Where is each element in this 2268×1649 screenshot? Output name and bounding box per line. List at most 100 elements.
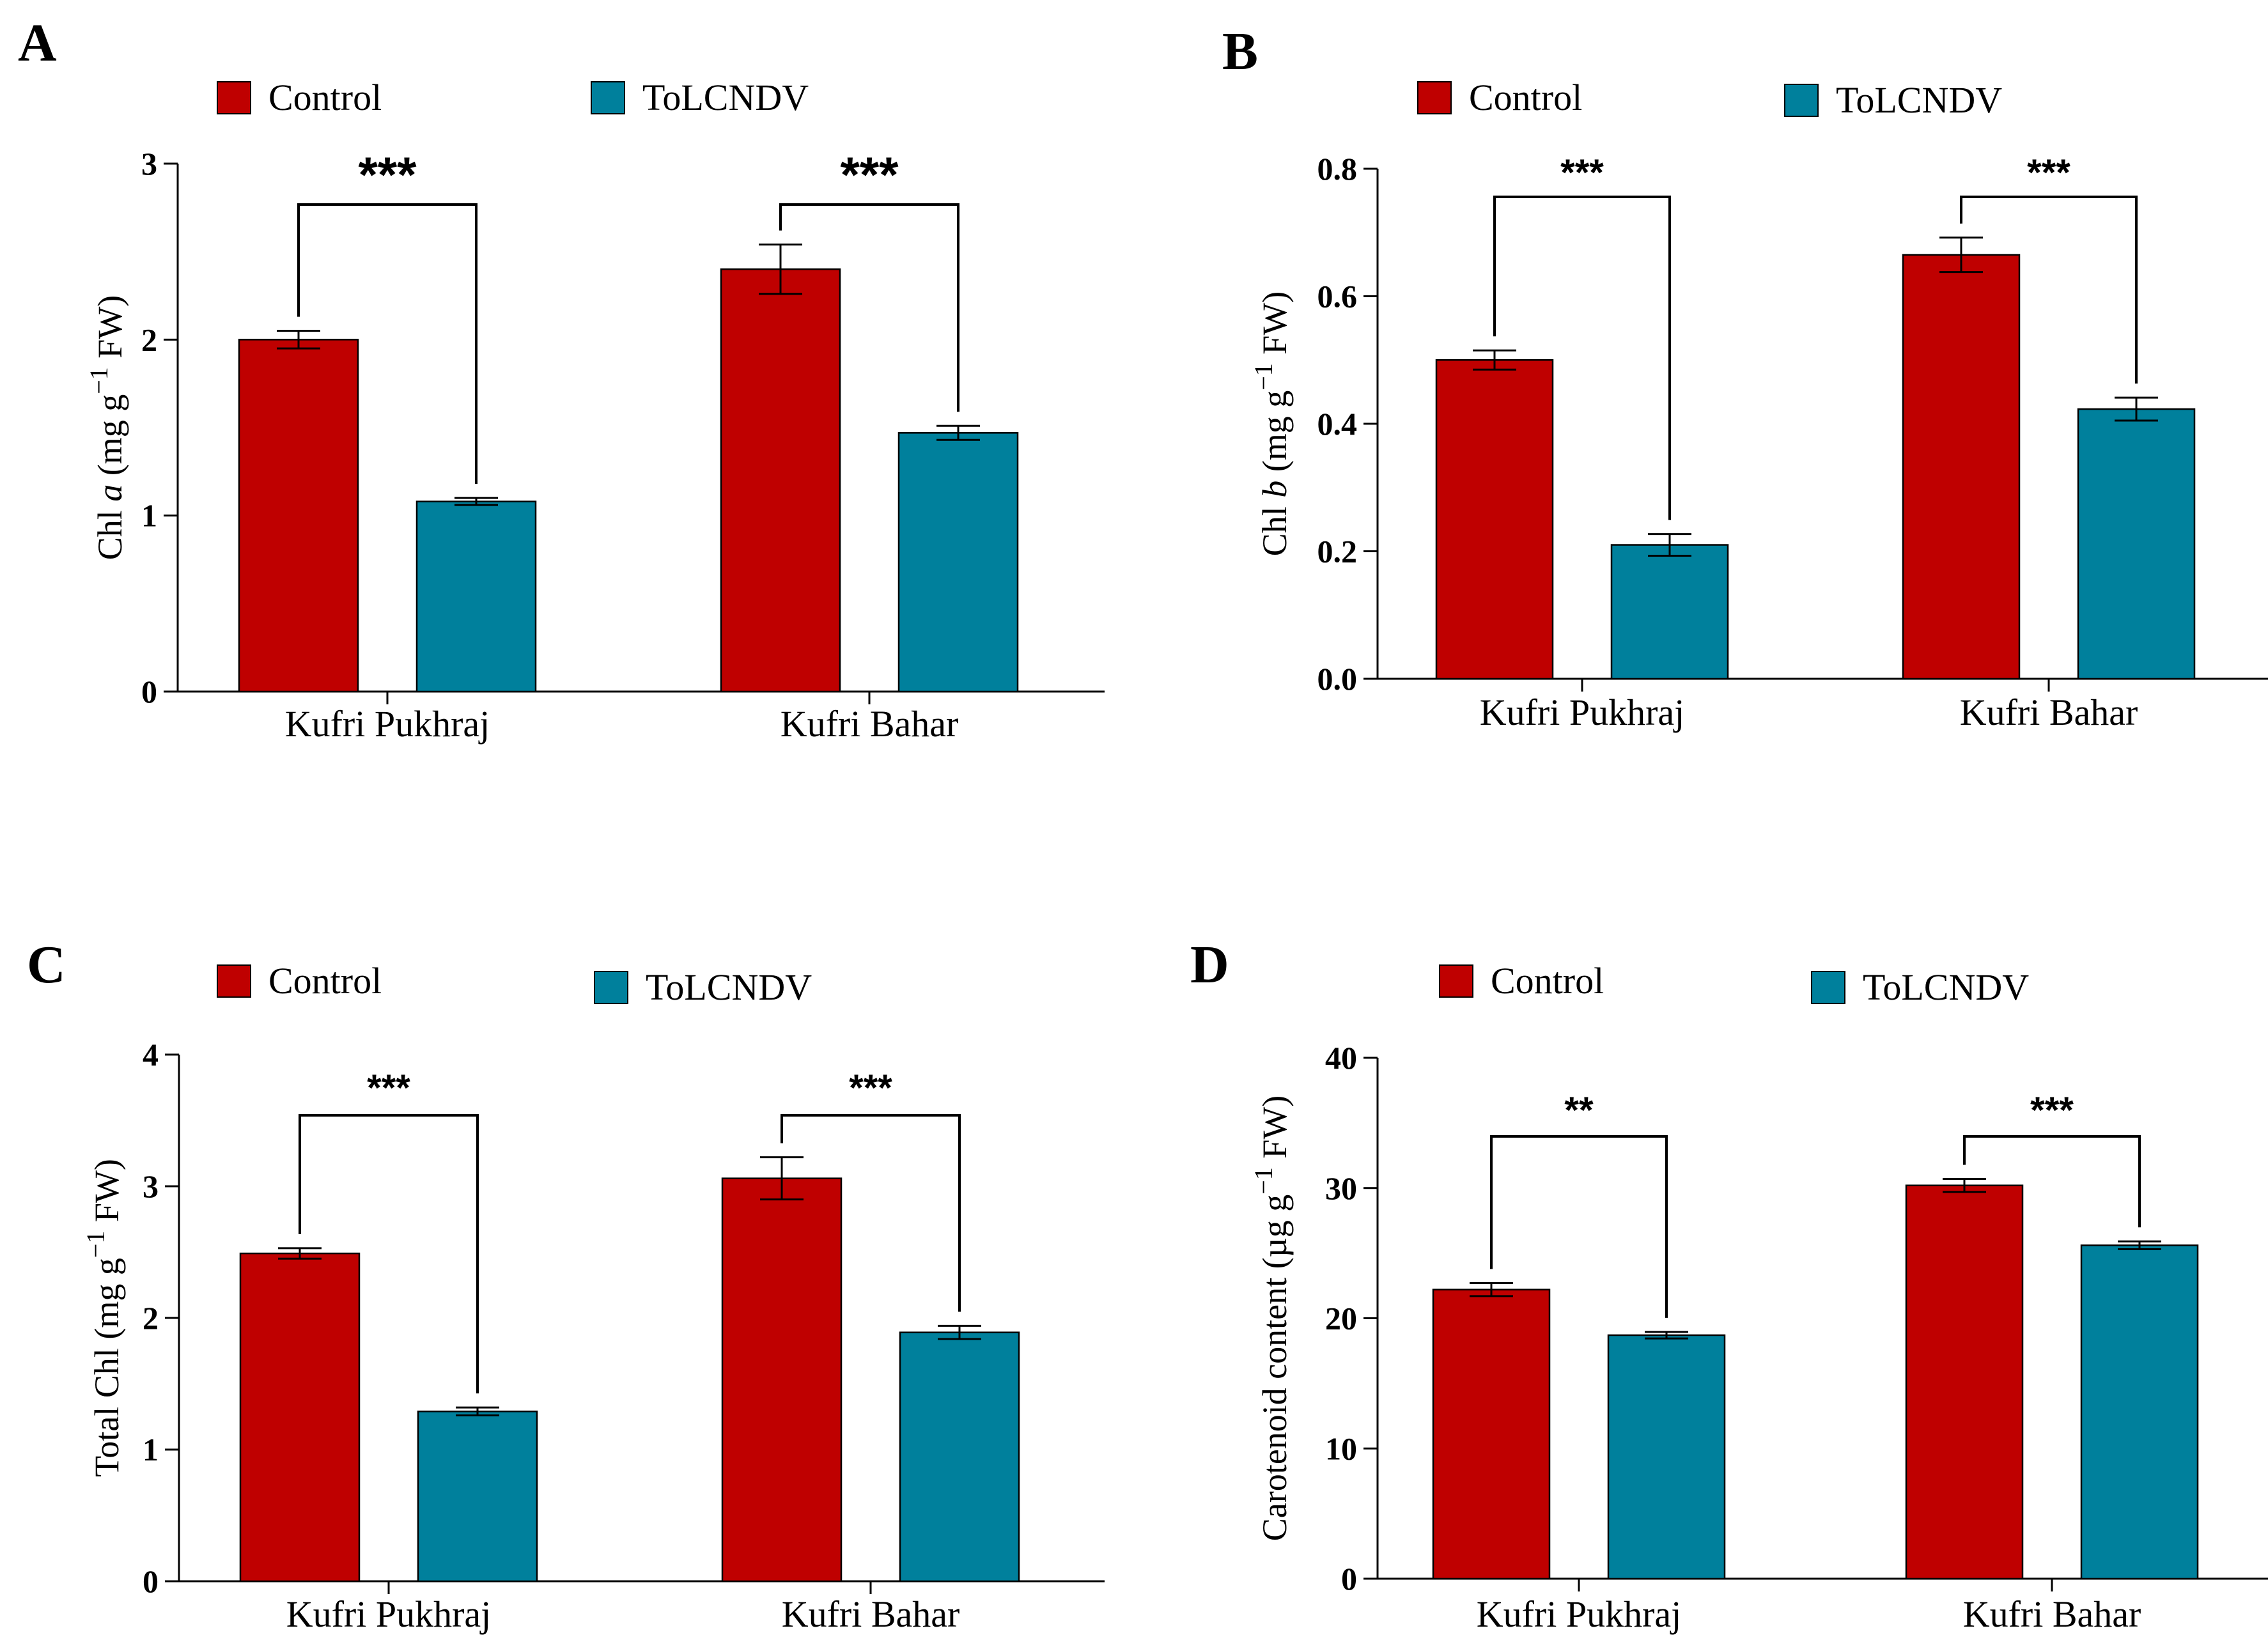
bar-control-kufri-pukhraj — [238, 339, 359, 693]
significance-label: *** — [840, 146, 899, 203]
chart-panel-d: D Control ToLCNDV 0 10 20 30 40 Kufri Pukhraj Kuf… — [1190, 935, 2268, 1635]
error-bar — [2118, 1240, 2161, 1251]
panel-letter: B — [1222, 22, 1258, 81]
significance-bracket — [781, 1114, 961, 1312]
significance-bracket — [299, 1114, 479, 1394]
legend-swatch-tolcndv — [1811, 971, 1845, 1004]
significance-label: *** — [358, 146, 417, 203]
y-tick-label: 0.2 — [1317, 534, 1358, 569]
error-bar — [1470, 1281, 1513, 1297]
legend-label-control: Control — [268, 960, 382, 1002]
legend-swatch-tolcndv — [594, 971, 628, 1004]
x-tick-label: Kufri Bahar — [781, 703, 959, 745]
bar-control-kufri-bahar — [1905, 1184, 2024, 1580]
legend-swatch-control — [217, 964, 251, 998]
legend-label-control: Control — [1491, 960, 1604, 1002]
bar-control-kufri-pukhraj — [239, 1252, 361, 1583]
error-bar — [277, 330, 320, 350]
y-tick-label: 3 — [143, 1168, 159, 1204]
error-bar — [1645, 1331, 1688, 1340]
y-tick-label: 0.4 — [1317, 406, 1358, 442]
legend-label-tolcndv: ToLCNDV — [642, 77, 809, 118]
y-tick-label: 30 — [1325, 1170, 1357, 1206]
legend-swatch-tolcndv — [1784, 84, 1819, 117]
legend-swatch-tolcndv — [591, 81, 625, 114]
error-bar — [759, 244, 802, 295]
panel-letter: C — [27, 935, 66, 995]
legend-label-tolcndv: ToLCNDV — [646, 966, 812, 1008]
y-tick-label: 0.0 — [1317, 661, 1358, 697]
bar-tolcndv-kufri-bahar — [897, 432, 1019, 693]
y-tick-label: 0 — [143, 1563, 159, 1599]
y-tick-label: 0 — [141, 674, 157, 709]
error-bar — [278, 1247, 322, 1260]
y-tick-label: 0.6 — [1317, 279, 1358, 314]
significance-bracket — [1490, 1135, 1668, 1318]
significance-label: *** — [367, 1067, 410, 1109]
y-tick-label: 1 — [143, 1432, 159, 1467]
significance-bracket — [1493, 196, 1671, 520]
y-tick-label: 2 — [143, 1300, 159, 1336]
bar-tolcndv-kufri-pukhraj — [1610, 544, 1729, 680]
significance-label: *** — [2030, 1090, 2074, 1131]
y-tick-label: 40 — [1325, 1040, 1357, 1076]
bar-control-kufri-bahar — [720, 268, 841, 693]
significance-bracket — [779, 203, 959, 412]
error-bar — [938, 1324, 981, 1340]
significance-bracket — [1960, 196, 2138, 384]
y-axis-label: Carotenoid content (µg g−1 FW) — [1249, 1095, 1294, 1542]
x-tick-label: Kufri Pukhraj — [1480, 692, 1685, 733]
bar-tolcndv-kufri-pukhraj — [1607, 1334, 1726, 1580]
y-tick-label: 0 — [1341, 1561, 1357, 1597]
legend-label-tolcndv: ToLCNDV — [1863, 966, 2029, 1008]
y-tick-label: 0.8 — [1317, 151, 1358, 187]
x-tick-label: Kufri Pukhraj — [1477, 1593, 1682, 1635]
error-bar — [1943, 1177, 1986, 1193]
legend-label-control: Control — [1469, 77, 1582, 118]
error-bar — [936, 424, 980, 441]
bar-tolcndv-kufri-pukhraj — [417, 1411, 538, 1583]
legend-swatch-control — [217, 81, 251, 114]
x-tick-label: Kufri Pukhraj — [286, 1593, 492, 1635]
legend-label-tolcndv: ToLCNDV — [1836, 79, 2002, 121]
x-tick-label: Kufri Pukhraj — [285, 703, 490, 745]
y-tick-label: 2 — [141, 321, 157, 357]
y-tick-label: 1 — [141, 498, 157, 534]
significance-label: ** — [1564, 1090, 1594, 1131]
error-bar — [2115, 396, 2158, 422]
chart-panel-a: A Control ToLCNDV 0 1 2 3 Kufri Pukhraj Kufri Ba… — [18, 13, 1105, 745]
y-tick-label: 3 — [141, 146, 157, 182]
bar-tolcndv-kufri-bahar — [899, 1331, 1020, 1583]
error-bar — [1939, 236, 1983, 274]
significance-bracket — [297, 203, 478, 484]
significance-bracket — [1963, 1135, 2141, 1228]
error-bar — [1473, 349, 1516, 371]
bar-control-kufri-bahar — [1902, 254, 2021, 680]
y-tick-label: 10 — [1325, 1430, 1357, 1466]
y-axis-label: Chl b (mg g−1 FW) — [1249, 291, 1294, 557]
y-axis-label: Total Chl (mg g−1 FW) — [81, 1159, 127, 1477]
chart-panel-c: C Control ToLCNDV 0 1 2 3 4 Kufri Pukhraj Kufri B… — [27, 935, 1105, 1635]
x-tick-label: Kufri Bahar — [782, 1593, 960, 1635]
y-axis-label: Chl a (mg g−1 FW) — [84, 295, 130, 561]
bar-tolcndv-kufri-pukhraj — [416, 500, 537, 693]
bar-control-kufri-bahar — [721, 1177, 843, 1583]
bar-control-kufri-pukhraj — [1435, 359, 1554, 680]
error-bar — [454, 497, 498, 506]
y-tick-label: 20 — [1325, 1301, 1357, 1336]
legend-swatch-control — [1417, 81, 1452, 114]
y-tick-label: 4 — [143, 1037, 159, 1072]
significance-label: *** — [849, 1067, 892, 1109]
error-bar — [1648, 533, 1691, 557]
panel-letter: D — [1190, 935, 1229, 995]
significance-label: *** — [2027, 152, 2070, 194]
bar-tolcndv-kufri-bahar — [2077, 408, 2196, 680]
chart-panel-b: B Control ToLCNDV 0.0 0.2 0.4 0.6 0.8 Kufri Pukh… — [1222, 22, 2268, 733]
legend-label-control: Control — [268, 77, 382, 118]
bar-tolcndv-kufri-bahar — [2080, 1244, 2199, 1580]
x-tick-label: Kufri Bahar — [1960, 692, 2138, 733]
panel-letter: A — [18, 13, 57, 73]
x-tick-label: Kufri Bahar — [1963, 1593, 2141, 1635]
bar-control-kufri-pukhraj — [1432, 1289, 1551, 1580]
